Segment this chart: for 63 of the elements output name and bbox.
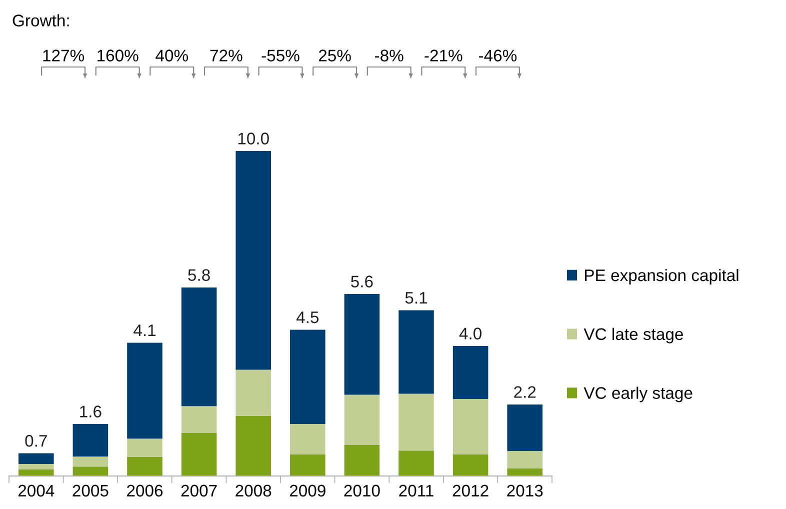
- bar: [236, 416, 271, 476]
- bar: [344, 294, 380, 395]
- annotation: 0.7: [25, 434, 47, 447]
- x-tick-label: 2004: [18, 484, 54, 497]
- bar: [290, 454, 326, 476]
- x-tick-label: 2005: [72, 484, 108, 497]
- bar: [72, 456, 108, 467]
- bar: [507, 404, 542, 451]
- text: 25%: [318, 50, 351, 62]
- bar: [398, 450, 434, 476]
- bar: [18, 464, 54, 470]
- annotation: 10.0: [238, 132, 269, 144]
- x-tick-label: 2009: [290, 484, 326, 497]
- x-tick-label: 2007: [181, 484, 217, 497]
- bar: [72, 466, 108, 476]
- annotation: 1.6: [80, 406, 102, 418]
- annotation: 2.2: [514, 386, 536, 398]
- annotation: 5.8: [188, 269, 210, 281]
- bar: [181, 406, 217, 433]
- bar: [507, 468, 542, 476]
- text: -21%: [424, 50, 462, 62]
- bar: [236, 151, 271, 370]
- legend-label: PE expansion capital: [585, 268, 738, 284]
- bar: [344, 444, 380, 476]
- bar: [398, 394, 434, 451]
- x-tick-label: 2008: [236, 484, 272, 497]
- bar: [290, 424, 326, 455]
- annotation: 5.6: [351, 276, 373, 288]
- text: 72%: [210, 50, 242, 62]
- bar: [72, 424, 108, 456]
- bar: [344, 394, 380, 445]
- bar: [127, 342, 162, 439]
- bar: [236, 370, 271, 416]
- text: -8%: [375, 50, 404, 62]
- text: Growth:: [12, 14, 69, 26]
- bar: [507, 450, 542, 468]
- legend-label: VC late stage: [584, 328, 683, 344]
- bar: [181, 432, 217, 476]
- bar: [127, 456, 162, 476]
- bar: [398, 310, 434, 394]
- text: 40%: [156, 50, 188, 62]
- bar: [290, 330, 326, 424]
- annotation: 5.1: [405, 292, 428, 304]
- annotation: 4.5: [296, 312, 319, 324]
- text: -55%: [262, 50, 300, 62]
- annotation: 4.0: [459, 328, 482, 340]
- x-tick-label: 2013: [507, 484, 543, 497]
- text: 160%: [98, 50, 138, 62]
- x-tick-label: 2011: [399, 484, 434, 497]
- legend-label: VC early stage: [584, 386, 692, 402]
- bar: [452, 398, 488, 455]
- x-tick-label: 2010: [344, 484, 380, 497]
- annotation: 4.1: [134, 324, 156, 336]
- x-tick-label: 2012: [452, 484, 488, 497]
- bar: [18, 470, 54, 476]
- bar: [127, 438, 162, 457]
- bar: [181, 288, 217, 406]
- text: -46%: [478, 50, 517, 62]
- bar: [452, 454, 488, 476]
- bar: [452, 346, 488, 399]
- bar: [18, 453, 54, 464]
- text: 127%: [43, 50, 84, 62]
- x-tick-label: 2006: [127, 484, 163, 497]
